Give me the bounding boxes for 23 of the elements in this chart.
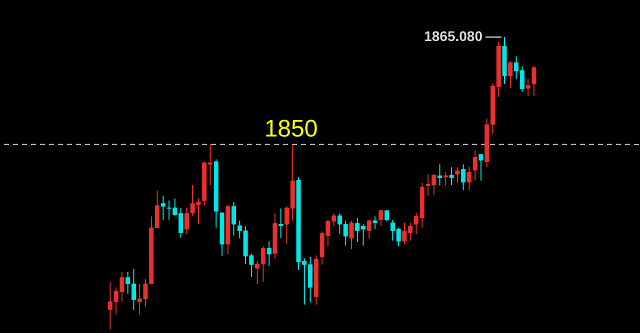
candlestick: [449, 166, 454, 186]
candlestick: [532, 66, 536, 97]
candlestick: [438, 164, 442, 186]
annotation: 1865.080: [424, 28, 483, 44]
candlestick: [378, 209, 384, 227]
annotation: 1850: [264, 115, 318, 142]
candlestick: [160, 195, 166, 220]
candlestick: [472, 150, 478, 182]
candlestick: [184, 207, 189, 235]
candlestick: [455, 166, 460, 184]
candlestick: [443, 172, 448, 186]
candlestick: [278, 208, 284, 239]
candlestick: [349, 220, 354, 250]
candlestick: [366, 219, 372, 239]
candlestick: [478, 154, 484, 182]
candlestick: [372, 216, 378, 230]
candlestick: [466, 166, 472, 191]
candlestick: [526, 78, 530, 97]
candlestick: [384, 210, 390, 222]
candlestick: [266, 240, 272, 267]
candlestick: [232, 202, 236, 236]
candlestick: [508, 60, 513, 89]
candlestick: [461, 164, 466, 191]
